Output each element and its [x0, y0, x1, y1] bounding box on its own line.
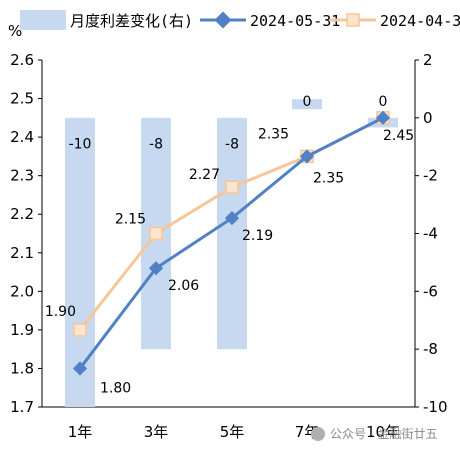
right-tick-label-2: -2 — [423, 167, 438, 185]
left-tick-label-0: 1.7 — [10, 398, 34, 416]
bar-series — [65, 99, 398, 407]
series-1-point-0 — [72, 361, 88, 376]
series-1-point-4 — [375, 110, 391, 125]
right-tick-label-0: 2 — [423, 51, 433, 69]
bar-3 — [292, 99, 322, 110]
left-axis-ticks: 1.7 1.8 1.9 2.0 2.1 2.2 2.3 2.4 2.5 2.6 — [10, 51, 42, 416]
series-2-point-1 — [149, 226, 163, 241]
right-tick-label-6: -10 — [423, 398, 448, 416]
legend: 月度利差变化(右) 2024-05-31 2024-04-30 — [20, 10, 460, 30]
left-axis-unit: % — [8, 22, 22, 40]
left-tick-label-1: 1.8 — [10, 359, 34, 377]
watermark-logo-icon — [311, 427, 325, 441]
right-axis-ticks: 2 0 -2 -4 -6 -8 -10 — [415, 51, 448, 416]
legend-bar-swatch — [20, 10, 66, 30]
legend-line1-marker — [214, 11, 232, 29]
legend-line2-label: 2024-04-30 — [380, 12, 460, 30]
legend-bar-label: 月度利差变化(右) — [70, 12, 193, 30]
left-tick-label-2: 1.9 — [10, 321, 34, 339]
category-label-2: 5年 — [220, 423, 245, 441]
bar-0 — [65, 117, 95, 407]
series-1-label-4: 2.45 — [383, 128, 414, 144]
category-label-0: 1年 — [68, 423, 93, 441]
series-2-label-0: 1.90 — [45, 304, 76, 320]
series-1-label-2: 2.19 — [242, 228, 273, 244]
line-series: 1.80 2.06 2.19 2.35 2.45 1.90 2.15 2.27 2.35 — [45, 110, 414, 396]
category-label-4: 10年 — [366, 423, 400, 441]
watermark-text: 公众号 · 金融街廿五 — [330, 426, 437, 441]
bar-label-2: -8 — [225, 137, 239, 153]
right-tick-label-5: -8 — [423, 340, 438, 358]
watermark: 公众号 · 金融街廿五 — [311, 426, 437, 441]
series-2-label-3: 2.35 — [258, 126, 289, 142]
legend-line2-marker — [346, 13, 360, 27]
bar-2 — [217, 117, 247, 350]
series-1-point-1 — [148, 261, 164, 276]
left-tick-label-3: 2.0 — [10, 282, 34, 300]
bar-label-0: -10 — [69, 137, 92, 153]
series-1-label-1: 2.06 — [168, 278, 199, 294]
bar-labels: -10 -8 -8 0 0 — [69, 94, 388, 153]
series-1-point-2 — [224, 211, 240, 226]
series-2-point-2 — [225, 180, 239, 194]
left-tick-label-7: 2.4 — [10, 128, 34, 146]
legend-line1-label: 2024-05-31 — [250, 12, 340, 30]
category-label-1: 3年 — [144, 423, 169, 441]
bar-label-4: 0 — [379, 94, 388, 110]
left-tick-label-9: 2.6 — [10, 51, 34, 69]
bar-label-1: -8 — [149, 137, 163, 153]
right-tick-label-4: -6 — [423, 282, 438, 300]
series-1-point-3 — [299, 149, 315, 164]
series-2-label-1: 2.15 — [115, 212, 146, 228]
bar-label-3: 0 — [303, 94, 312, 110]
left-tick-label-4: 2.1 — [10, 244, 34, 262]
left-tick-label-6: 2.3 — [10, 167, 34, 185]
series-1-label-3: 2.35 — [313, 170, 344, 186]
series-1-label-0: 1.80 — [100, 380, 131, 396]
left-tick-label-8: 2.5 — [10, 90, 34, 108]
left-tick-label-5: 2.2 — [10, 205, 34, 223]
series-2-label-2: 2.27 — [189, 167, 220, 183]
right-tick-label-3: -4 — [423, 225, 438, 243]
right-tick-label-1: 0 — [423, 109, 433, 127]
series-2-point-0 — [73, 323, 87, 337]
